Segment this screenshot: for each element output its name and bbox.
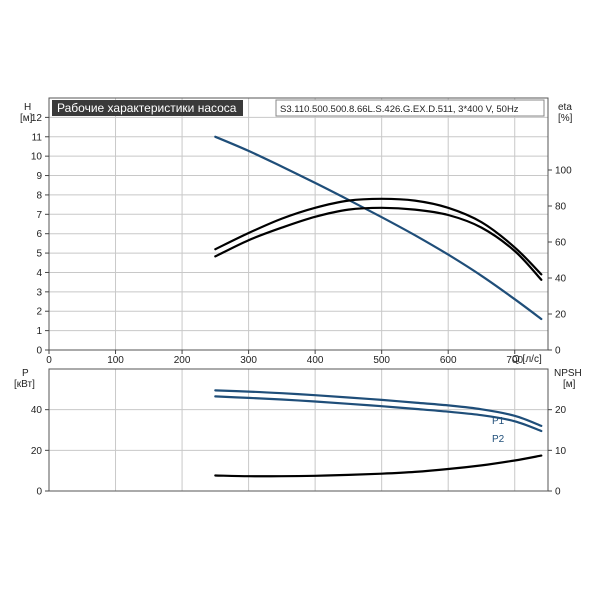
x-tick-label: 700: [506, 355, 523, 366]
power-axis-label: P: [22, 368, 29, 379]
top-frame: [48, 97, 549, 351]
left-tick-label: 6: [36, 229, 42, 240]
right-tick-label: 60: [555, 238, 567, 249]
left-tick-label: 0: [36, 487, 42, 498]
right-tick-label: 20: [555, 405, 567, 416]
series-label-p1: P1: [492, 416, 505, 427]
model-subtitle: S3.110.500.500.8.66L.S.426.G.EX.D.511, 3…: [280, 104, 519, 115]
bottom-grid: [49, 369, 548, 491]
x-tick-label: 600: [440, 355, 457, 366]
npsh-axis-unit: [м]: [563, 379, 576, 390]
series-NPSH-curve: [214, 454, 543, 478]
left-tick-label: 7: [36, 210, 42, 221]
right-tick-label: 0: [555, 346, 561, 357]
flow-axis-label: Q [л/с]: [512, 354, 542, 365]
chart-title: Рабочие характеристики насоса: [57, 101, 237, 115]
series-head-curve: [214, 135, 543, 321]
left-tick-label: 40: [31, 405, 43, 416]
left-tick-label: 4: [36, 268, 42, 279]
eta-axis-label: eta: [558, 102, 572, 113]
left-tick-label: 12: [31, 113, 43, 124]
left-tick-label: 1: [36, 326, 42, 337]
npsh-axis-label: NPSH: [554, 368, 582, 379]
x-tick-label: 500: [373, 355, 390, 366]
right-tick-label: 100: [555, 166, 572, 177]
bottom-curves: [214, 389, 543, 478]
x-tick-label: 400: [307, 355, 324, 366]
bottom-frame: [48, 368, 549, 492]
left-tick-label: 5: [36, 249, 42, 260]
left-tick-label: 8: [36, 190, 42, 201]
left-tick-label: 10: [31, 152, 43, 163]
series-label-p2: P2: [492, 434, 505, 445]
left-tick-label: 9: [36, 171, 42, 182]
power-axis-unit: [кВт]: [14, 379, 35, 390]
top-curves: [214, 135, 543, 321]
right-tick-label: 20: [555, 310, 567, 321]
head-efficiency-panel: Рабочие характеристики насоса S3.110.500…: [20, 97, 573, 366]
right-tick-label: 40: [555, 274, 567, 285]
x-tick-label: 200: [174, 355, 191, 366]
left-tick-label: 20: [31, 446, 43, 457]
right-tick-label: 0: [555, 487, 561, 498]
title-box: [52, 100, 243, 116]
series-eta_lower-curve: [214, 206, 543, 281]
eta-axis-unit: [%]: [558, 113, 573, 124]
x-tick-label: 100: [107, 355, 124, 366]
series-P1-curve: [214, 389, 543, 427]
x-tick-label: 0: [46, 355, 52, 366]
series-eta_upper-curve: [214, 197, 543, 276]
left-tick-label: 11: [32, 132, 43, 143]
right-tick-label: 80: [555, 202, 567, 213]
left-tick-label: 3: [36, 287, 42, 298]
power-npsh-panel: 0 20 40 0 10 20 P [кВт] NPSH [м] P1 P2: [14, 368, 582, 498]
left-tick-label: 0: [36, 346, 42, 357]
x-tick-label: 300: [240, 355, 257, 366]
head-axis-label: H: [24, 102, 31, 113]
left-tick-label: 2: [36, 307, 42, 318]
series-P2-curve: [214, 395, 543, 433]
model-box: [275, 99, 545, 117]
head-axis-unit: [м]: [20, 113, 33, 124]
bottom-ticks: 0 20 40 0 10 20: [31, 405, 567, 497]
right-tick-label: 10: [555, 446, 567, 457]
